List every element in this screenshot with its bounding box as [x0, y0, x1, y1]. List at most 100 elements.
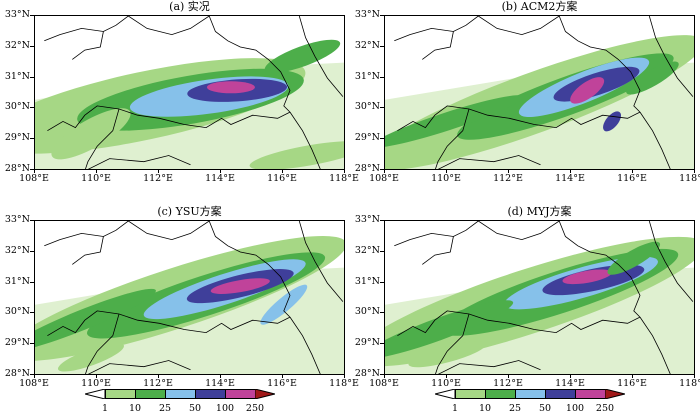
rain-contour-5: [51, 108, 131, 160]
province-border-0: [394, 16, 479, 42]
rain-contour-4: [206, 81, 255, 94]
province-border-6: [289, 111, 321, 169]
province-border-8: [437, 360, 541, 374]
province-border-5: [435, 313, 470, 374]
colorbar-high-arrow: [605, 389, 625, 399]
lat-tick: [30, 250, 34, 252]
lat-tick: [380, 45, 384, 47]
lat-tick: [30, 220, 34, 221]
lat-tick-label: 33°N: [354, 9, 380, 20]
panel-title: (d) MYJ方案: [507, 205, 572, 218]
panel-title: (a) 实况: [169, 0, 210, 13]
colorbar-low-arrow: [435, 389, 455, 399]
province-border-4: [298, 16, 344, 97]
lon-tick-label: 110°E: [81, 378, 111, 389]
precipitation-map: [385, 16, 694, 169]
map-panel-d: (d) MYJ方案 33°N 32°N 31°N 30°N 29°N 28°N 108°E 11…: [350, 205, 700, 390]
lat-tick-label: 31°N: [354, 275, 380, 287]
lat-tick-label: 28°N: [4, 163, 30, 174]
lat-tick: [30, 312, 34, 314]
panel-title: (c) YSU方案: [157, 205, 222, 218]
lat-tick-label: 29°N: [354, 132, 380, 144]
lat-tick-label: 30°N: [354, 101, 380, 113]
lat-tick-label: 31°N: [4, 70, 30, 82]
lon-tick-label: 108°E: [369, 378, 399, 389]
colorbar-level-label: 100: [215, 403, 235, 414]
province-border-3: [208, 16, 291, 113]
lat-tick: [380, 107, 384, 109]
lon-tick: [694, 375, 695, 378]
lat-tick-label: 33°N: [4, 9, 30, 20]
lat-tick: [380, 15, 384, 16]
lat-tick-label: 33°N: [354, 214, 380, 225]
colorbar-level-label: 1: [101, 403, 109, 414]
map-panel-a: (a) 实况 33°N 32°N 31°N 30°N 29°N 28°N 108°E 110°E…: [0, 0, 359, 185]
rain-contour-7: [603, 111, 622, 132]
rain-contour-7: [249, 141, 344, 169]
rain-contour-5: [385, 95, 524, 148]
province-border-3: [558, 16, 641, 113]
lat-tick-label: 28°N: [354, 368, 380, 379]
lon-tick-label: 118°E: [679, 173, 700, 184]
province-border-5: [85, 108, 120, 169]
rain-contour-6: [626, 61, 679, 95]
lat-tick: [30, 76, 34, 78]
lat-tick-label: 29°N: [4, 337, 30, 349]
lon-tick: [508, 170, 509, 173]
province-border-0: [44, 221, 129, 247]
province-border-7: [128, 221, 210, 241]
colorbar-segment: [575, 389, 606, 399]
lat-tick: [30, 281, 34, 283]
lat-tick: [380, 250, 384, 252]
precipitation-map: [35, 221, 344, 374]
lat-tick: [30, 169, 34, 170]
lon-tick: [446, 170, 447, 173]
map-plot-area: [384, 220, 695, 375]
rain-contour-6: [264, 39, 341, 73]
colorbar-segment: [225, 389, 256, 399]
rain-contour-7: [408, 341, 486, 368]
lon-tick-label: 118°E: [679, 378, 700, 389]
lon-tick: [282, 170, 283, 173]
colorbar-1: 1 10 25 50 100 250: [85, 389, 275, 414]
lat-tick-label: 32°N: [354, 244, 380, 256]
province-border-3: [208, 221, 291, 318]
lat-tick-label: 29°N: [354, 337, 380, 349]
colorbar-level-label: 25: [158, 403, 172, 414]
province-border-5: [85, 313, 120, 374]
colorbar-level-label: 25: [508, 403, 522, 414]
rain-contour-7: [57, 343, 124, 372]
province-border-8: [437, 155, 541, 169]
rain-contour-6: [260, 284, 308, 325]
province-border-2: [397, 310, 641, 337]
lat-tick-label: 30°N: [354, 306, 380, 318]
province-border-6: [639, 316, 671, 374]
lat-tick-label: 32°N: [354, 39, 380, 51]
lon-tick: [446, 375, 447, 378]
lat-tick-label: 31°N: [354, 70, 380, 82]
panel-title: (b) ACM2方案: [501, 0, 578, 13]
lat-tick: [380, 220, 384, 221]
colorbar-low-arrow: [85, 389, 105, 399]
province-border-4: [648, 221, 694, 302]
colorbar-segment: [515, 389, 546, 399]
lat-tick: [380, 281, 384, 283]
colorbar-segment: [545, 389, 576, 399]
province-border-1: [422, 31, 454, 60]
lon-tick-label: 116°E: [267, 378, 297, 389]
province-border-2: [47, 105, 291, 132]
lat-tick-label: 29°N: [4, 132, 30, 144]
lat-tick: [380, 312, 384, 314]
lon-tick-label: 112°E: [143, 173, 173, 184]
lat-tick-label: 30°N: [4, 101, 30, 113]
province-border-4: [648, 16, 694, 97]
colorbar-high-arrow: [255, 389, 275, 399]
map-plot-area: [34, 15, 345, 170]
lon-tick-label: 118°E: [329, 173, 359, 184]
rain-contour-5: [385, 300, 514, 359]
lon-tick-label: 114°E: [555, 173, 585, 184]
lat-tick-label: 30°N: [4, 306, 30, 318]
lon-tick: [344, 170, 345, 173]
precipitation-map: [385, 221, 694, 374]
colorbar-level-label: 250: [245, 403, 265, 414]
